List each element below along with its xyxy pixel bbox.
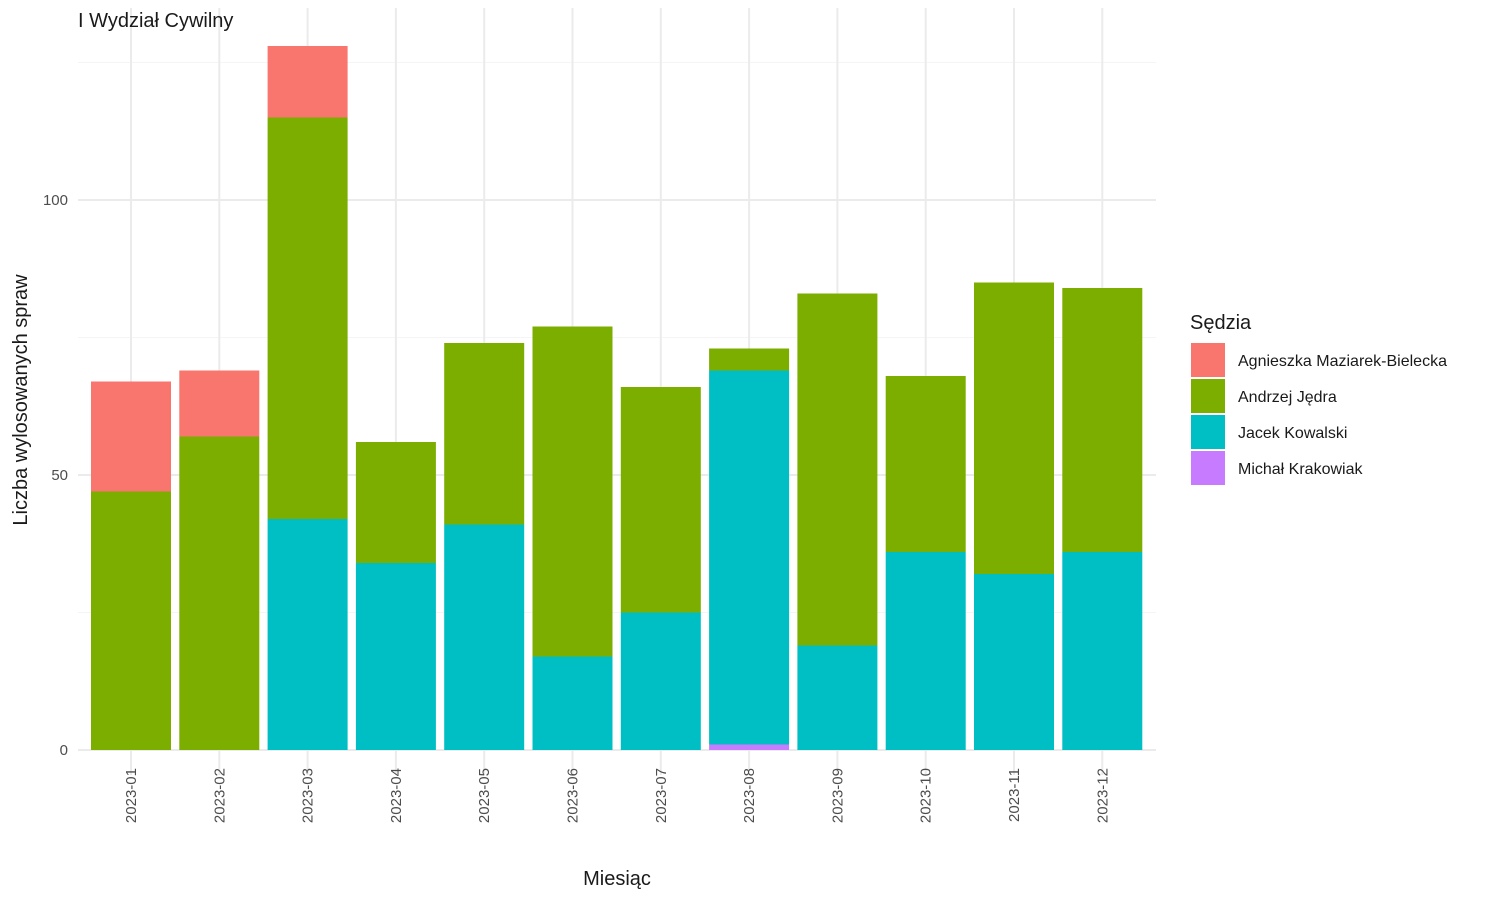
x-tick-label: 2023-09 bbox=[829, 768, 846, 823]
x-tick-label: 2023-06 bbox=[565, 768, 582, 823]
legend-swatch bbox=[1191, 415, 1225, 449]
legend-label: Jacek Kowalski bbox=[1238, 425, 1347, 442]
bar-segment bbox=[1062, 288, 1143, 552]
bar-segment bbox=[532, 326, 613, 657]
bar-segment bbox=[885, 552, 966, 750]
bar-segment bbox=[267, 117, 348, 519]
bar-segment bbox=[797, 293, 878, 646]
bar-segment bbox=[355, 563, 436, 750]
bar-segment bbox=[91, 491, 171, 750]
bar-segment bbox=[267, 519, 348, 750]
bar-segment bbox=[709, 370, 790, 745]
x-tick-label: 2023-02 bbox=[211, 768, 228, 823]
legend-label: Agnieszka Maziarek-Bielecka bbox=[1238, 353, 1447, 370]
x-tick-label: 2023-12 bbox=[1094, 768, 1111, 823]
y-axis: 0 50 100 bbox=[43, 192, 68, 759]
bar-segment bbox=[355, 442, 436, 563]
legend-label: Michał Krakowiak bbox=[1238, 461, 1363, 478]
bar-segment bbox=[179, 436, 260, 750]
y-tick-label: 0 bbox=[60, 742, 68, 759]
x-tick-label: 2023-11 bbox=[1006, 768, 1023, 822]
legend-label: Andrzej Jędra bbox=[1238, 389, 1337, 406]
bar-segment bbox=[267, 46, 348, 118]
y-tick-label: 100 bbox=[43, 192, 68, 209]
y-tick-label: 50 bbox=[51, 467, 68, 484]
x-tick-label: 2023-10 bbox=[918, 768, 935, 823]
legend-swatch bbox=[1191, 379, 1225, 413]
bar-segment bbox=[709, 744, 790, 750]
bar-segment bbox=[885, 376, 966, 552]
bar-segment bbox=[974, 574, 1054, 750]
bar-segment bbox=[444, 524, 525, 750]
bar-segment bbox=[1062, 552, 1143, 750]
x-tick-label: 2023-07 bbox=[653, 768, 670, 823]
bar-segment bbox=[620, 612, 701, 750]
x-tick-label: 2023-01 bbox=[123, 768, 140, 823]
x-tick-label: 2023-05 bbox=[476, 768, 493, 823]
bar-segment bbox=[974, 282, 1054, 574]
bars bbox=[91, 46, 1143, 750]
x-tick-label: 2023-04 bbox=[388, 768, 405, 823]
bar-segment bbox=[91, 381, 171, 492]
legend: Sędzia Agnieszka Maziarek-Bielecka Andrze… bbox=[1190, 312, 1447, 485]
legend-title: Sędzia bbox=[1190, 312, 1252, 334]
x-axis-title: Miesiąc bbox=[583, 868, 651, 890]
x-tick-label: 2023-03 bbox=[300, 768, 317, 823]
bar-segment bbox=[179, 370, 260, 437]
bar-segment bbox=[797, 645, 878, 750]
bar-segment bbox=[620, 387, 701, 613]
bar-segment bbox=[532, 656, 613, 750]
legend-swatch bbox=[1191, 451, 1225, 485]
legend-swatch bbox=[1191, 343, 1225, 377]
bar-segment bbox=[709, 348, 790, 371]
x-axis: 2023-01 2023-02 2023-03 2023-04 2023-05 2023-… bbox=[123, 768, 1111, 823]
bar-segment bbox=[444, 343, 525, 525]
x-tick-label: 2023-08 bbox=[741, 768, 758, 823]
chart-title: I Wydział Cywilny bbox=[78, 10, 233, 32]
y-axis-title: Liczba wylosowanych spraw bbox=[10, 274, 32, 526]
